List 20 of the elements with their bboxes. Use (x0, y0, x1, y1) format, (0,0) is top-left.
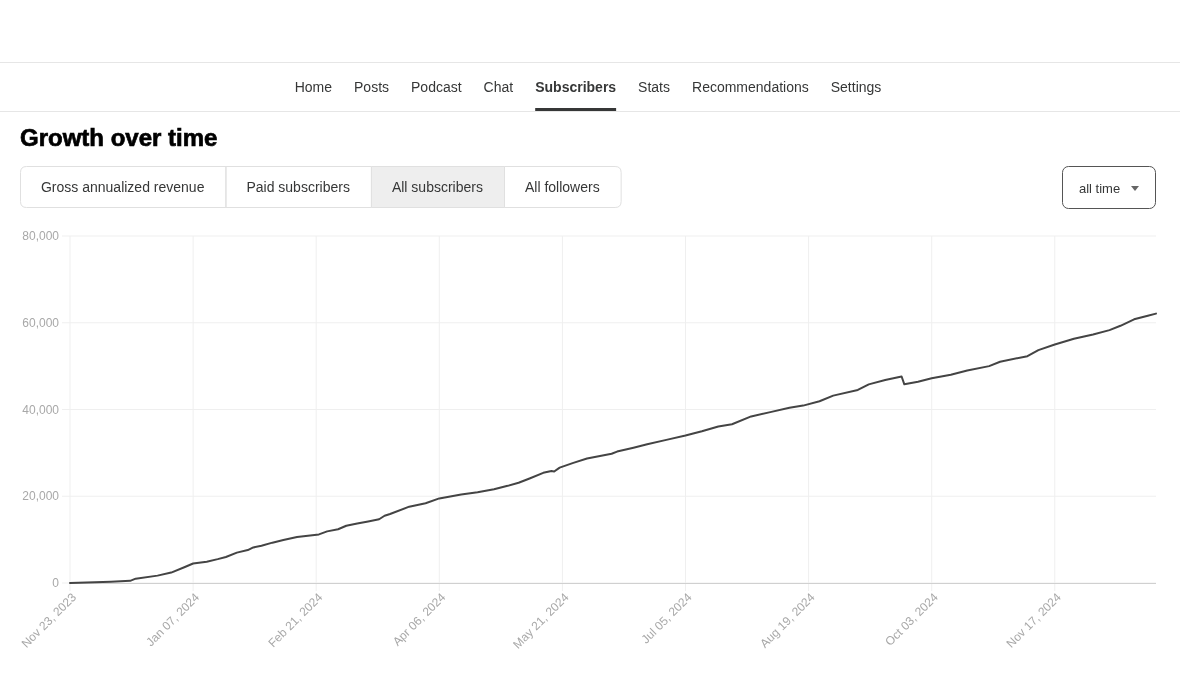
nav-link: Podcast (411, 79, 462, 95)
nav-link: Chat (483, 79, 514, 95)
nav-link: Stats (638, 79, 670, 95)
y-tick-label: 0 (52, 576, 60, 591)
nav-link: Home (294, 79, 333, 95)
tab-button: Gross annualized revenue (20, 166, 227, 208)
tab-button: All subscribers (370, 166, 505, 208)
tab-button: Paid subscribers (225, 166, 372, 208)
nav-link: Posts (354, 79, 390, 95)
line-series (69, 312, 1157, 584)
nav-link: Subscribers (535, 79, 617, 95)
nav-link: Settings (830, 79, 882, 95)
nav-link: Recommendations (692, 79, 809, 95)
y-tick-label: 80,000 (22, 229, 60, 244)
y-tick-label: 20,000 (22, 489, 60, 504)
y-tick-label: 60,000 (22, 315, 60, 330)
tab-button: All followers (503, 166, 622, 208)
chart-title: Growth over time (20, 124, 218, 151)
y-tick-label: 40,000 (22, 402, 60, 417)
dropdown: all time (1062, 166, 1156, 209)
